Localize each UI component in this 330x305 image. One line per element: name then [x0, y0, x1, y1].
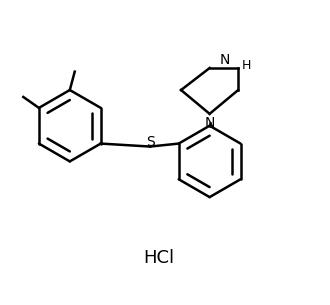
Text: H: H	[242, 59, 251, 72]
Text: S: S	[146, 135, 155, 149]
Text: N: N	[220, 53, 230, 67]
Text: HCl: HCl	[144, 249, 175, 267]
Text: N: N	[204, 116, 215, 130]
